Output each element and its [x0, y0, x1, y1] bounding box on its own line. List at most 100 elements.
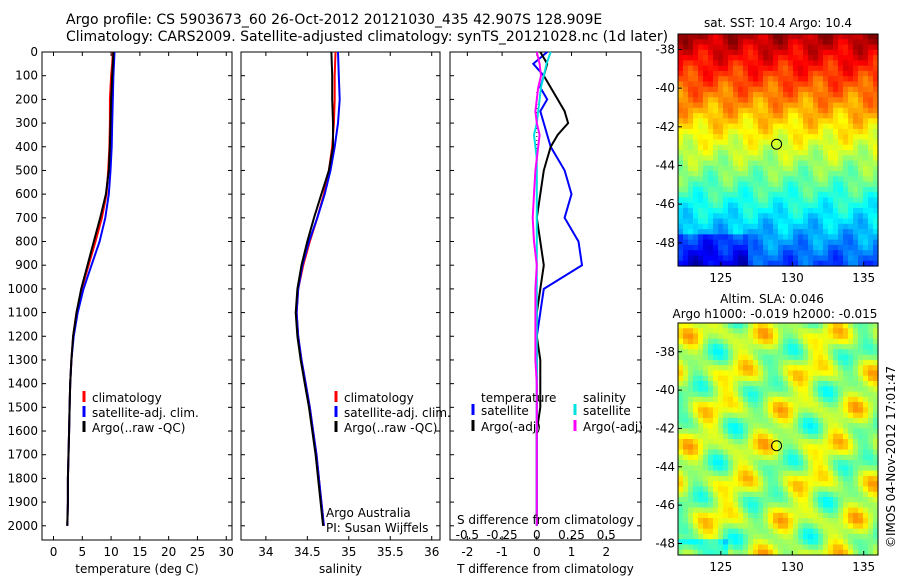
map-cell: [703, 208, 709, 214]
map-cell: [833, 323, 839, 329]
map-cell: [718, 197, 724, 204]
map-cell: [773, 234, 779, 241]
map-cell: [723, 107, 729, 114]
map-cell: [798, 375, 804, 382]
map-cell: [833, 70, 839, 77]
map-cell: [773, 176, 779, 183]
map-cell: [843, 465, 849, 472]
map-cell: [808, 370, 814, 377]
map-cell: [873, 113, 879, 119]
map-cell: [793, 386, 799, 393]
map-cell: [838, 428, 844, 435]
map-cell: [783, 375, 789, 382]
map-cell: [868, 244, 874, 251]
map-cell: [868, 134, 874, 141]
map-cell: [688, 402, 694, 408]
map-cell: [863, 328, 869, 335]
map-cell: [853, 433, 859, 440]
map-cell: [828, 60, 834, 67]
map-cell: [758, 44, 764, 51]
map-cell: [783, 486, 789, 493]
map-cell: [683, 181, 689, 188]
map-cell: [828, 197, 834, 204]
map-cell: [788, 375, 794, 382]
map-cell: [773, 549, 779, 556]
map-cell: [813, 549, 819, 556]
map-cell: [738, 81, 744, 88]
map-cell: [753, 518, 759, 524]
map-cell: [728, 49, 734, 56]
map-cell: [728, 144, 734, 151]
map-cell: [858, 328, 864, 335]
map-cell: [828, 244, 834, 251]
map-cell: [798, 439, 804, 445]
map-cell: [693, 239, 699, 246]
map-cell: [813, 323, 819, 329]
map-cell: [778, 134, 784, 141]
map-cell: [783, 81, 789, 88]
map-cell: [793, 407, 799, 414]
map-cell: [688, 86, 694, 93]
map-cell: [728, 396, 734, 403]
map-cell: [833, 260, 839, 267]
map-cell: [858, 449, 864, 456]
map-cell: [773, 481, 779, 488]
map-cell: [823, 150, 829, 156]
map-cell: [758, 234, 764, 241]
map-cell: [838, 218, 844, 225]
map-cell: [868, 223, 874, 230]
map-cell: [803, 375, 809, 382]
map-cell: [823, 202, 829, 209]
map-cell: [798, 338, 804, 345]
map-cell: [838, 381, 844, 387]
map-cell: [773, 223, 779, 230]
map-cell: [698, 375, 704, 382]
map-cell: [823, 338, 829, 345]
map-cell: [843, 523, 849, 530]
map-cell: [683, 549, 689, 556]
map-cell: [783, 107, 789, 114]
y-tick-label: 200: [15, 92, 38, 106]
map-cell: [793, 370, 799, 377]
map-cell: [793, 354, 799, 361]
map-cell: [753, 439, 759, 445]
map-cell: [723, 181, 729, 188]
map-cell: [768, 155, 774, 162]
map-cell: [808, 359, 814, 366]
map-cell: [753, 428, 759, 435]
map-cell: [868, 70, 874, 77]
map-cell: [823, 359, 829, 366]
map-cell: [848, 260, 854, 267]
map-cell: [703, 160, 709, 167]
map-cell: [868, 533, 874, 540]
map-cell: [873, 533, 879, 540]
map-cell: [828, 407, 834, 414]
map-cell: [863, 128, 869, 135]
map-cell: [773, 502, 779, 509]
map-cell: [788, 323, 794, 329]
map-cell: [773, 49, 779, 56]
map-cell: [758, 49, 764, 56]
map-cell: [848, 250, 854, 257]
map-cell: [803, 449, 809, 456]
map-cell: [818, 97, 824, 104]
map-cell: [858, 39, 864, 46]
map-cell: [823, 375, 829, 382]
map-cell: [843, 102, 849, 109]
map-cell: [683, 475, 689, 482]
map-cell: [738, 192, 744, 199]
map-cell: [803, 81, 809, 88]
map-cell: [733, 423, 739, 430]
map-cell: [703, 396, 709, 403]
map-cell: [853, 44, 859, 51]
map-cell: [853, 107, 859, 114]
map-frame: [677, 322, 879, 556]
map-cell: [818, 208, 824, 214]
map-cell: [723, 39, 729, 46]
map-cell: [788, 512, 794, 519]
map-cell: [733, 449, 739, 456]
x-tick-label: -1: [496, 545, 508, 559]
map-cell: [843, 176, 849, 183]
map-cell: [738, 113, 744, 119]
map-cell: [783, 60, 789, 67]
